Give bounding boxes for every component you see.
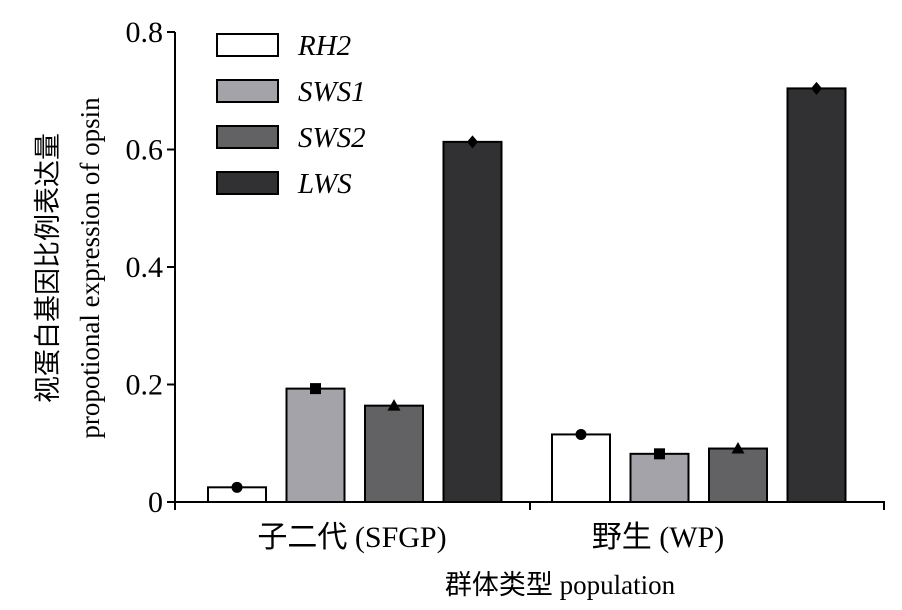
bar-lws-1 (442, 140, 503, 504)
marker-lws-2 (811, 81, 822, 95)
legend-swatch-sws2 (216, 125, 279, 149)
marker-sws1-1 (310, 383, 321, 395)
y-tick-label: 0.2 (126, 369, 164, 402)
markers-layer (231, 81, 822, 493)
marker-sws2-1 (387, 399, 401, 411)
y-axis-title-line2: propotional expression of opsin (75, 97, 105, 439)
marker-rh2-1 (231, 481, 243, 493)
legend-swatch-sws1 (216, 79, 279, 103)
y-ticks-layer: 0 0.2 0.4 0.6 0.8 (126, 16, 175, 519)
y-tick-label: 0.8 (126, 16, 164, 49)
bar-sws2-2 (708, 447, 768, 504)
category-label-1: 子二代 (SFGP) (257, 521, 446, 554)
bars-layer (207, 87, 847, 504)
y-tick-label: 0.4 (126, 251, 164, 284)
legend-label-sws2: SWS2 (298, 122, 366, 154)
y-tick-label: 0.6 (126, 134, 164, 167)
legend-swatch-lws (216, 171, 279, 195)
bar-sws1-1 (285, 387, 346, 503)
category-label-2: 野生 (WP) (592, 521, 724, 554)
category-labels-layer: 子二代 (SFGP) 野生 (WP) (257, 521, 724, 554)
y-axis-title-line1: 视蛋白基因比例表达量 (33, 133, 63, 403)
legend: RH2 SWS1 SWS2 LWS (216, 30, 366, 200)
marker-rh2-2 (575, 428, 587, 440)
legend-label-rh2: RH2 (297, 30, 351, 62)
x-axis-title: 群体类型 population (445, 570, 676, 600)
bar-sws1-2 (629, 452, 690, 504)
axes-layer (174, 32, 885, 510)
y-tick-label: 0 (148, 486, 163, 519)
marker-sws1-2 (654, 448, 665, 460)
bar-rh2-2 (551, 433, 611, 503)
marker-lws-1 (467, 135, 478, 149)
legend-label-lws: LWS (297, 168, 352, 200)
legend-label-sws1: SWS1 (298, 76, 366, 108)
bar-sws2-1 (364, 404, 424, 503)
marker-sws2-2 (731, 442, 745, 454)
legend-swatch-rh2 (216, 33, 279, 57)
bar-lws-2 (786, 87, 847, 504)
